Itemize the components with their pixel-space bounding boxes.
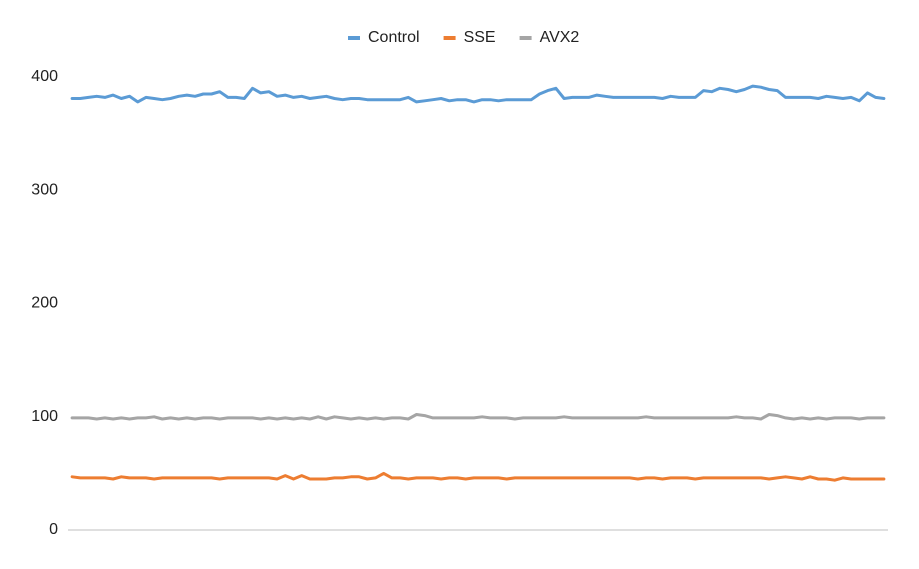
legend-label: Control xyxy=(368,29,420,46)
legend-label: SSE xyxy=(464,29,496,46)
y-tick-label: 200 xyxy=(31,295,58,312)
series-line xyxy=(70,471,886,482)
y-tick-label: 100 xyxy=(31,408,58,425)
legend-label: AVX2 xyxy=(540,29,580,46)
series-line xyxy=(70,84,886,104)
y-tick-label: 300 xyxy=(31,181,58,198)
y-tick-label: 0 xyxy=(49,521,58,538)
series-line xyxy=(70,413,886,421)
y-tick-label: 400 xyxy=(31,68,58,85)
